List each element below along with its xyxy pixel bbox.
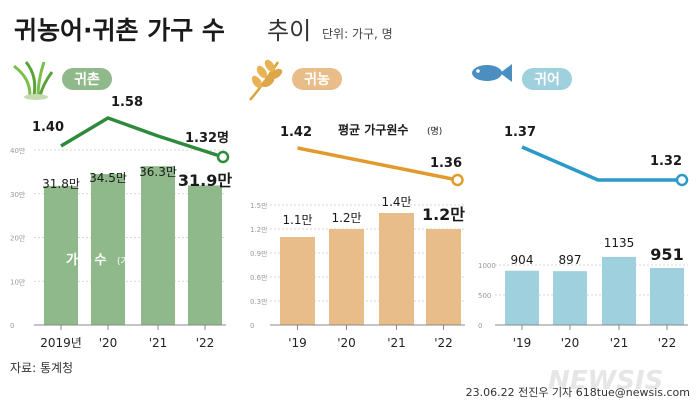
x-tick-label: '21 [387,336,406,350]
line-value-label: 1.36 [430,156,462,171]
line-value-label: 1.58 [111,95,143,110]
panel-title: 귀촌 [74,71,100,88]
line-value-label: 1.37 [504,125,536,140]
bar [141,166,175,325]
y-tick-label: 0 [10,322,14,330]
bar-value-label: 31.9만 [178,171,232,190]
y-tick-label: 40만 [10,146,26,155]
bar-value-label: 904 [511,253,534,267]
bar-value-label: 1135 [604,236,635,250]
page-title: 귀농어·귀촌 가구 수 [14,16,225,45]
bar [91,174,125,325]
y-tick-label: 500 [478,292,491,300]
bar [650,267,684,325]
bar [188,185,222,325]
x-tick-label: '20 [561,336,580,350]
avg-household-line [297,146,458,182]
bar-value-label: 36.3만 [139,165,177,179]
bar-value-label: 34.5만 [89,171,127,185]
x-tick-label: '21 [610,336,629,350]
bar-value-label: 951 [650,245,683,264]
fish-icon [472,64,512,82]
household-count-unit: (가구) [117,256,141,267]
line-value-label: 1.40 [32,120,64,135]
household-count-label: 가구 수 [66,253,106,268]
y-tick-label: 0.9만 [250,249,268,258]
panel-title: 귀농 [304,71,330,88]
x-tick-label: '19 [288,336,307,350]
x-tick-label: 2019년 [40,336,82,350]
credit-label: 23.06.22 전진우 기자 618tue@newsis.com [466,386,690,399]
avg-household-unit: (명) [427,126,442,137]
bar [602,256,636,325]
y-tick-label: 20만 [10,234,26,243]
source-label: 자료: 통계청 [10,361,73,375]
bar [379,213,414,325]
x-tick-label: '20 [337,336,356,350]
x-tick-label: '20 [99,336,118,350]
avg-household-line [521,145,682,182]
line-end-marker [451,173,464,187]
page-title-suffix: 추이 [267,17,311,45]
avg-household-line [60,116,224,159]
y-tick-label: 30만 [10,190,26,199]
panel-title-pill [292,68,342,90]
line-value-label: 1.32명 [185,130,229,146]
grass-icon [13,61,54,100]
line-value-label: 1.42 [280,125,312,140]
bar [553,271,587,325]
unit-label: 단위: 가구, 명 [322,27,393,41]
x-tick-label: '22 [196,336,215,350]
x-tick-label: '21 [149,336,168,350]
panel-title: 귀어 [534,71,560,88]
x-tick-label: '22 [434,336,453,350]
bar-value-label: 31.8만 [42,177,80,191]
bar [280,237,315,325]
bar [505,270,539,325]
y-tick-label: 1.2만 [250,225,268,234]
line-end-marker [675,173,689,187]
wheat-icon [249,59,283,101]
x-tick-label: '22 [658,336,677,350]
bar-value-label: 897 [559,253,582,267]
y-tick-label: 0.3만 [250,297,268,306]
y-tick-label: 1.5만 [250,201,268,210]
y-tick-label: 1000 [478,262,496,270]
bar-value-label: 1.1만 [282,213,312,227]
y-tick-label: 10만 [10,277,26,286]
bar-value-label: 1.2만 [422,205,465,224]
panel-title-pill [62,68,112,90]
y-tick-label: 0 [250,322,254,330]
bar [329,229,364,325]
bar [44,185,78,325]
bar-value-label: 1.2만 [331,211,361,225]
x-tick-label: '19 [513,336,532,350]
avg-household-label: 평균 가구원수 [338,122,408,137]
bar-value-label: 1.4만 [381,195,411,209]
watermark-logo: NEWSIS [548,366,663,396]
panel-title-pill [522,68,572,90]
line-value-label: 1.32 [650,154,682,169]
y-tick-label: 0 [478,322,482,330]
bar [426,229,461,325]
y-tick-label: 0.6만 [250,273,268,282]
line-end-marker [216,150,230,164]
